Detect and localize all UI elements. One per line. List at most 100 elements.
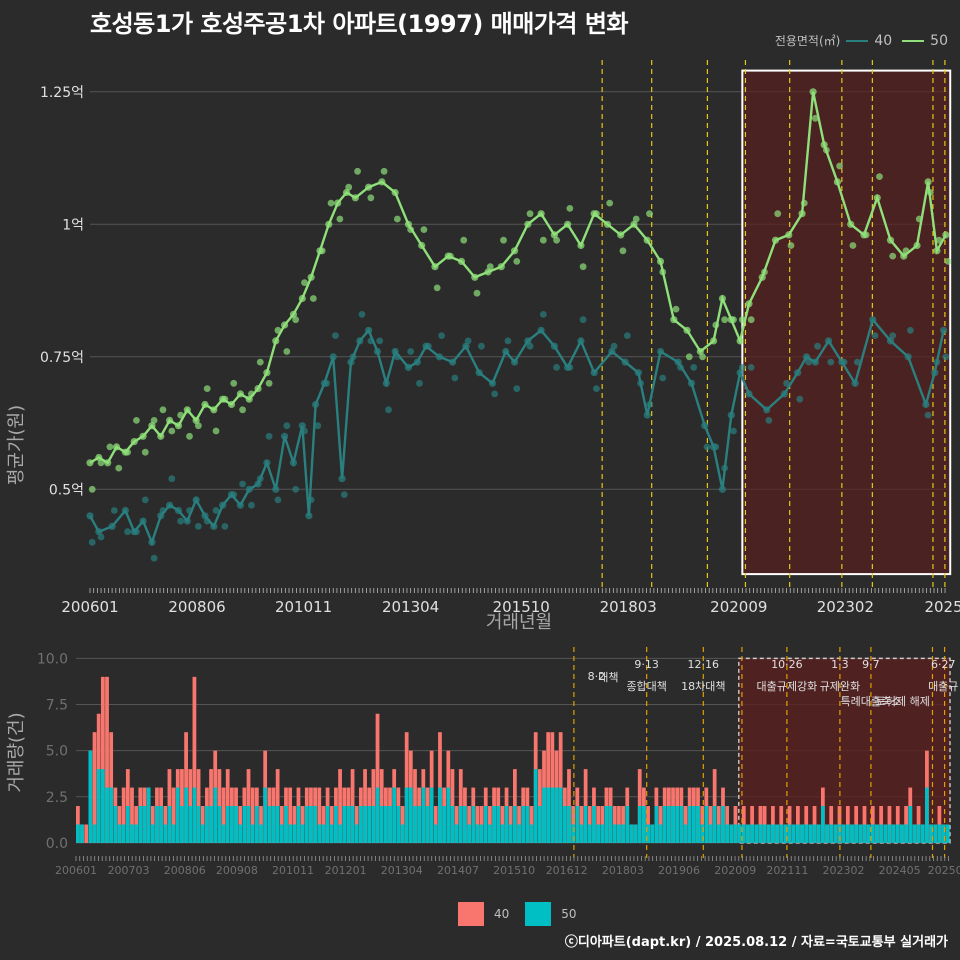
point-40 <box>814 342 821 350</box>
bar-50 <box>375 787 380 843</box>
point-50 <box>367 194 375 202</box>
point-50 <box>539 236 547 244</box>
point-40 <box>727 411 735 419</box>
bar-x-tick-label: 201201 <box>325 864 367 877</box>
bar-x-tick-label: 202111 <box>766 864 808 877</box>
bar-50 <box>941 824 946 843</box>
bar-x-tick-label: 201407 <box>437 864 479 877</box>
bar-50 <box>895 824 900 843</box>
point-40 <box>478 342 485 350</box>
point-50 <box>431 263 439 271</box>
point-40 <box>566 364 574 371</box>
point-40 <box>356 337 364 345</box>
bar-50 <box>546 787 551 843</box>
point-50 <box>97 459 105 467</box>
point-50 <box>942 231 950 239</box>
point-40 <box>747 364 755 371</box>
point-50 <box>915 215 923 223</box>
point-40 <box>239 480 246 488</box>
point-40 <box>186 507 193 514</box>
point-40 <box>404 363 413 371</box>
point-40 <box>840 358 848 366</box>
x-tick-label: 201510 <box>493 598 550 616</box>
point-50 <box>873 194 881 202</box>
bar-50 <box>875 824 879 843</box>
point-40 <box>382 379 390 387</box>
point-40 <box>201 512 209 520</box>
point-40 <box>623 332 631 339</box>
point-40 <box>221 523 229 530</box>
point-40 <box>424 342 432 350</box>
point-40 <box>637 379 645 387</box>
bar-50 <box>529 824 534 843</box>
bar-50 <box>288 824 293 843</box>
bar-50 <box>304 806 309 843</box>
bar-50 <box>454 824 459 843</box>
bar-50 <box>438 787 442 843</box>
bar-50 <box>883 824 888 843</box>
legend-label-50: 50 <box>930 32 948 49</box>
point-50 <box>157 432 165 440</box>
bar-40 <box>317 787 322 843</box>
bar-50 <box>554 787 559 843</box>
point-50 <box>168 427 176 435</box>
point-50 <box>174 422 183 430</box>
bar-50 <box>696 806 700 843</box>
bar-50 <box>625 806 630 843</box>
bar-50 <box>787 824 792 843</box>
bar-50 <box>159 806 163 843</box>
point-50 <box>201 400 209 409</box>
bar-40 <box>288 787 293 843</box>
point-40 <box>922 400 930 409</box>
bar-50 <box>229 806 234 843</box>
bar-50 <box>492 806 496 843</box>
bar-50 <box>621 824 625 843</box>
bar-50 <box>246 806 251 843</box>
annotation-date: 6·27 <box>931 658 956 671</box>
bar-x-tick-label: 200601 <box>55 864 97 877</box>
point-50 <box>809 88 817 96</box>
bar-50 <box>650 824 655 843</box>
bar-50 <box>421 787 426 843</box>
top-legend: 전용면적(㎡) 40 50 <box>775 32 952 49</box>
point-40 <box>168 475 176 483</box>
bar-50 <box>80 824 84 843</box>
bar-50 <box>196 806 201 843</box>
bar-50 <box>367 806 372 843</box>
point-50 <box>115 464 123 472</box>
x-tick-label: 202009 <box>710 598 767 616</box>
point-40 <box>579 316 587 324</box>
point-50 <box>186 432 193 440</box>
point-40 <box>248 501 255 509</box>
point-50 <box>787 242 795 249</box>
point-50 <box>283 348 291 355</box>
bar-50 <box>259 824 263 843</box>
bar-50 <box>804 824 809 843</box>
point-40 <box>391 347 399 356</box>
point-50 <box>307 273 315 281</box>
point-50 <box>696 347 704 356</box>
bar-50 <box>146 787 151 843</box>
point-40 <box>796 395 804 403</box>
y-tick-label: 0.5억 <box>49 482 84 498</box>
point-50 <box>327 199 335 207</box>
point-50 <box>606 199 614 207</box>
point-40 <box>462 342 470 350</box>
bar-50 <box>76 824 80 843</box>
bar-50 <box>617 824 621 843</box>
bar-50 <box>171 824 176 843</box>
point-40 <box>340 491 348 498</box>
point-40 <box>802 353 811 361</box>
bar-50 <box>729 824 734 843</box>
point-50 <box>811 114 819 122</box>
point-50 <box>617 231 625 239</box>
bar-x-tick-label: 200703 <box>108 864 150 877</box>
bar-50 <box>542 787 546 843</box>
bar-50 <box>404 787 409 843</box>
point-50 <box>685 353 693 361</box>
point-40 <box>451 374 459 382</box>
point-50 <box>913 241 921 250</box>
bar-50 <box>446 787 451 843</box>
bar-50 <box>213 787 218 843</box>
